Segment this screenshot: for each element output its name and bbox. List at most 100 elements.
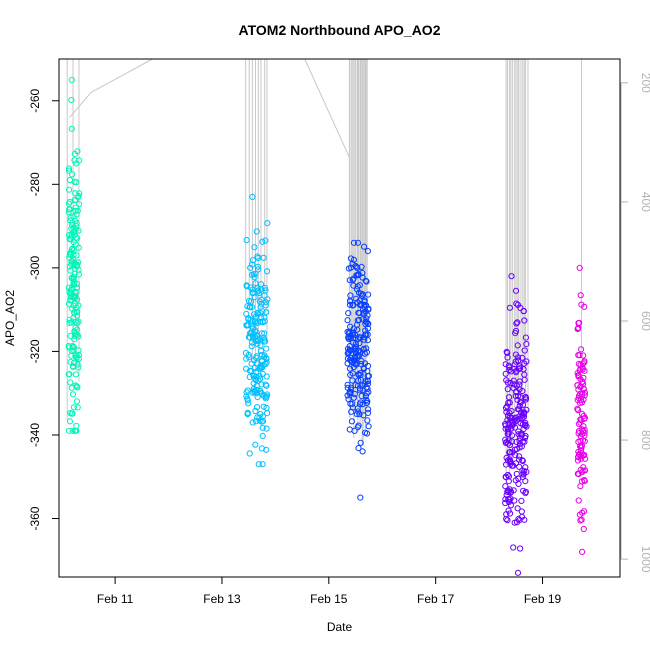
data-point xyxy=(362,320,369,328)
data-point xyxy=(520,308,527,315)
data-point xyxy=(69,427,76,434)
data-point xyxy=(74,308,81,316)
data-point xyxy=(67,379,74,386)
data-point xyxy=(505,440,512,447)
data-point xyxy=(259,432,266,439)
data-point xyxy=(515,515,522,523)
data-point xyxy=(516,437,523,444)
data-point xyxy=(507,489,514,496)
data-point xyxy=(507,379,514,387)
data-point xyxy=(577,517,584,524)
data-point xyxy=(68,261,75,268)
data-point xyxy=(347,400,354,407)
data-point xyxy=(346,346,353,354)
data-point xyxy=(518,508,525,515)
data-point xyxy=(243,365,250,372)
y-axis-label: APO_AO2 xyxy=(3,290,17,346)
x-tick-label: Feb 17 xyxy=(417,592,455,606)
data-point xyxy=(254,414,261,421)
data-point xyxy=(521,376,528,383)
data-point xyxy=(363,319,370,326)
data-point xyxy=(71,279,78,286)
data-point xyxy=(519,401,527,408)
data-point xyxy=(254,340,261,347)
data-point xyxy=(506,366,513,374)
data-point xyxy=(579,391,586,398)
data-point xyxy=(355,445,362,452)
data-point xyxy=(511,519,518,526)
data-point xyxy=(253,373,260,380)
data-point xyxy=(504,430,511,437)
data-point xyxy=(262,381,269,388)
data-point xyxy=(353,286,361,293)
data-point xyxy=(348,357,355,364)
data-point xyxy=(502,370,509,377)
data-point xyxy=(255,461,262,468)
data-point xyxy=(253,320,260,327)
data-point xyxy=(364,417,371,424)
data-point xyxy=(246,450,253,457)
y2-tick-label: 1000 xyxy=(639,546,650,573)
data-point xyxy=(502,496,509,503)
data-point xyxy=(512,287,520,294)
series-cluster-3 xyxy=(344,239,372,501)
data-point xyxy=(513,382,520,389)
series-cluster-1 xyxy=(65,76,83,434)
data-point xyxy=(253,404,261,411)
data-point xyxy=(350,335,357,342)
data-point xyxy=(350,256,357,263)
data-point xyxy=(581,427,588,434)
data-point xyxy=(72,207,79,214)
data-point xyxy=(260,361,267,368)
data-point xyxy=(516,402,523,410)
data-point xyxy=(67,332,74,339)
data-point xyxy=(577,419,584,426)
data-point xyxy=(65,167,73,174)
data-point xyxy=(74,261,81,268)
data-point xyxy=(349,302,356,309)
data-point xyxy=(73,211,80,218)
data-point xyxy=(364,380,372,387)
data-point xyxy=(517,545,524,552)
data-point xyxy=(363,384,370,391)
data-point xyxy=(70,359,78,366)
data-point xyxy=(245,315,252,322)
data-point xyxy=(73,160,80,167)
data-point xyxy=(66,198,73,205)
data-point xyxy=(506,414,513,421)
data-point xyxy=(364,398,371,405)
data-point xyxy=(521,347,528,354)
data-point xyxy=(581,414,589,422)
y2-tick-label: 600 xyxy=(639,311,650,331)
data-point xyxy=(73,427,80,434)
data-point xyxy=(247,264,254,271)
data-point xyxy=(356,387,363,394)
data-point xyxy=(503,377,510,384)
data-point xyxy=(360,412,367,419)
data-point xyxy=(364,377,371,384)
data-point xyxy=(363,390,370,397)
data-point xyxy=(65,209,72,216)
data-point xyxy=(253,387,260,394)
data-point xyxy=(516,415,523,422)
data-point xyxy=(73,252,80,259)
data-point xyxy=(260,403,267,410)
data-point xyxy=(576,511,584,518)
data-point xyxy=(519,467,526,474)
data-point xyxy=(345,310,352,317)
data-point xyxy=(257,336,264,343)
data-point xyxy=(504,426,511,433)
data-point xyxy=(259,238,266,245)
data-point xyxy=(75,318,82,325)
data-point xyxy=(70,275,77,282)
data-point xyxy=(516,456,523,463)
data-point xyxy=(355,371,362,379)
data-point xyxy=(574,405,581,412)
data-point xyxy=(74,207,81,214)
data-point xyxy=(578,410,586,417)
data-point xyxy=(255,287,262,294)
data-point xyxy=(523,341,530,348)
data-point xyxy=(364,373,371,380)
data-point xyxy=(255,266,262,273)
data-point xyxy=(66,186,73,193)
